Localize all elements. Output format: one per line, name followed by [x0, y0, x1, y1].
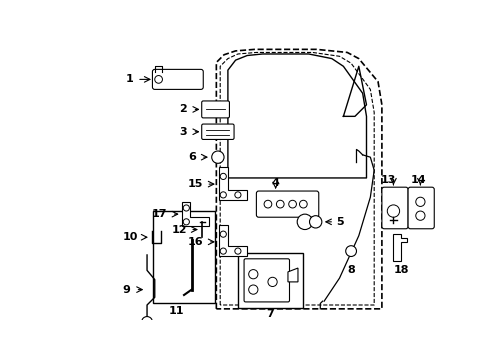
Circle shape	[386, 205, 399, 217]
Circle shape	[276, 200, 284, 208]
Circle shape	[183, 205, 189, 211]
Text: 3: 3	[179, 127, 187, 137]
Circle shape	[248, 270, 257, 279]
Circle shape	[142, 316, 152, 327]
Bar	[153, 211, 214, 303]
Circle shape	[220, 192, 226, 198]
Circle shape	[267, 277, 277, 287]
Text: 9: 9	[122, 285, 130, 294]
FancyBboxPatch shape	[407, 187, 433, 229]
Text: 12: 12	[171, 225, 187, 235]
Text: 2: 2	[179, 104, 187, 114]
Circle shape	[220, 231, 226, 237]
Bar	[238, 253, 303, 308]
Polygon shape	[218, 225, 246, 256]
Polygon shape	[182, 202, 208, 226]
Text: 1: 1	[125, 75, 133, 84]
FancyBboxPatch shape	[244, 259, 289, 302]
Circle shape	[415, 197, 424, 206]
Circle shape	[415, 211, 424, 220]
Polygon shape	[218, 167, 246, 199]
FancyBboxPatch shape	[202, 101, 229, 118]
FancyBboxPatch shape	[202, 124, 234, 139]
Text: 17: 17	[151, 209, 167, 219]
Circle shape	[183, 219, 189, 225]
Text: 6: 6	[187, 152, 195, 162]
Circle shape	[248, 285, 257, 294]
Circle shape	[211, 151, 224, 163]
Text: 8: 8	[346, 265, 354, 275]
Text: 5: 5	[335, 217, 343, 227]
Text: 13: 13	[380, 175, 396, 185]
Circle shape	[264, 200, 271, 208]
Circle shape	[345, 246, 356, 256]
FancyBboxPatch shape	[152, 69, 203, 89]
Circle shape	[154, 76, 162, 83]
Text: 10: 10	[122, 232, 138, 242]
Circle shape	[297, 214, 312, 230]
Circle shape	[309, 216, 321, 228]
Polygon shape	[393, 234, 407, 261]
Text: 11: 11	[168, 306, 183, 316]
Circle shape	[288, 200, 296, 208]
Text: 16: 16	[187, 237, 203, 247]
Text: 4: 4	[271, 177, 279, 188]
Text: 14: 14	[409, 175, 425, 185]
FancyBboxPatch shape	[381, 187, 407, 229]
Circle shape	[234, 192, 241, 198]
FancyBboxPatch shape	[256, 191, 318, 217]
Circle shape	[234, 248, 241, 254]
Text: 7: 7	[266, 309, 274, 319]
Circle shape	[220, 248, 226, 254]
Circle shape	[220, 173, 226, 180]
Text: 15: 15	[187, 179, 203, 189]
Text: 18: 18	[392, 265, 408, 275]
Polygon shape	[287, 268, 297, 282]
Circle shape	[299, 200, 306, 208]
